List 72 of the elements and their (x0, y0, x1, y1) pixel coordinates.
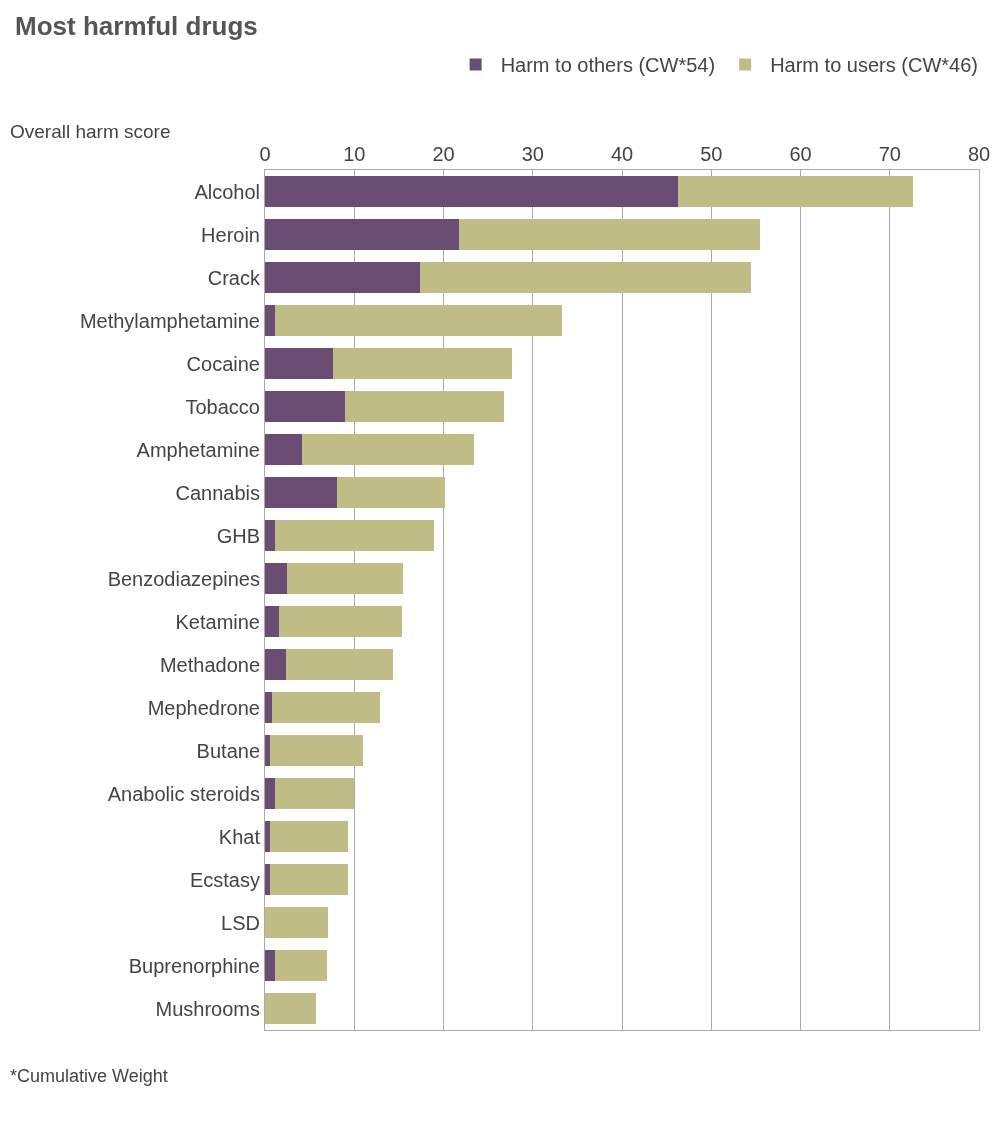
bar (279, 606, 402, 637)
bar (274, 950, 327, 981)
y-tick-label: Ketamine (175, 610, 260, 633)
bar (270, 735, 364, 766)
x-tick-label: 70 (878, 143, 901, 165)
x-tick-label: 80 (967, 143, 991, 165)
y-tick-label: Anabolic steroids (107, 782, 260, 805)
y-tick-label: Cannabis (175, 481, 260, 504)
x-axis-title: Overall harm score (10, 121, 171, 142)
x-tick-label: 60 (789, 143, 812, 165)
y-tick-label: Heroin (201, 223, 260, 246)
y-tick-label: Tobacco (185, 395, 260, 418)
bar (265, 434, 303, 465)
y-tick-label: Butane (196, 739, 260, 762)
bar (265, 176, 679, 207)
bar (265, 993, 316, 1024)
bar (270, 864, 348, 895)
bar (420, 262, 752, 293)
bar (265, 649, 286, 680)
y-tick-label: Ecstasy (189, 868, 260, 891)
bar (265, 348, 333, 379)
y-tick-label: Cocaine (186, 352, 260, 375)
bar (265, 735, 271, 766)
bar (287, 563, 404, 594)
x-tick-label: 20 (432, 143, 455, 165)
bar (274, 305, 563, 336)
bar (265, 606, 280, 637)
bar (265, 563, 288, 594)
bar (265, 305, 275, 336)
y-tick-label: Crack (207, 266, 261, 289)
y-tick-label: Amphetamine (136, 438, 260, 461)
legend-label: Harm to users (CW*46) (770, 54, 978, 77)
bar (265, 778, 275, 809)
bar (285, 649, 393, 680)
bar (274, 520, 434, 551)
bar (265, 391, 346, 422)
bar (265, 262, 421, 293)
x-tick-label: 0 (259, 143, 271, 165)
bar (265, 520, 275, 551)
y-tick-label: Methadone (159, 653, 260, 676)
y-tick-label: Methylamphetamine (79, 309, 260, 332)
y-tick-label: Mephedrone (147, 696, 260, 719)
bar (678, 176, 913, 207)
bar (272, 692, 381, 723)
bar (265, 692, 273, 723)
bar (265, 950, 275, 981)
y-tick-label: Khat (218, 825, 261, 848)
bar (332, 348, 513, 379)
y-tick-label: Benzodiazepines (107, 567, 260, 590)
bar (302, 434, 474, 465)
chart-title: Most harmful drugs (15, 11, 258, 42)
y-tick-label: LSD (221, 911, 260, 934)
x-tick-label: 30 (521, 143, 544, 165)
text: *Cumulative Weight (10, 1066, 168, 1086)
bar (345, 391, 505, 422)
y-tick-label: Buprenorphine (128, 954, 260, 977)
bar (458, 219, 761, 250)
x-tick-label: 50 (700, 143, 723, 165)
y-tick-label: Mushrooms (155, 997, 260, 1020)
x-tick-label: 10 (343, 143, 366, 165)
bar (265, 907, 329, 938)
y-tick-label: Alcohol (194, 180, 260, 203)
bar (265, 477, 338, 508)
bar (265, 864, 271, 895)
y-tick-label: GHB (216, 524, 260, 547)
x-tick-label: 40 (610, 143, 634, 165)
bar (274, 778, 355, 809)
bar (265, 219, 459, 250)
legend-label: Harm to others (CW*54) (500, 54, 716, 77)
bar (265, 821, 271, 852)
bar (337, 477, 446, 508)
bar (270, 821, 348, 852)
